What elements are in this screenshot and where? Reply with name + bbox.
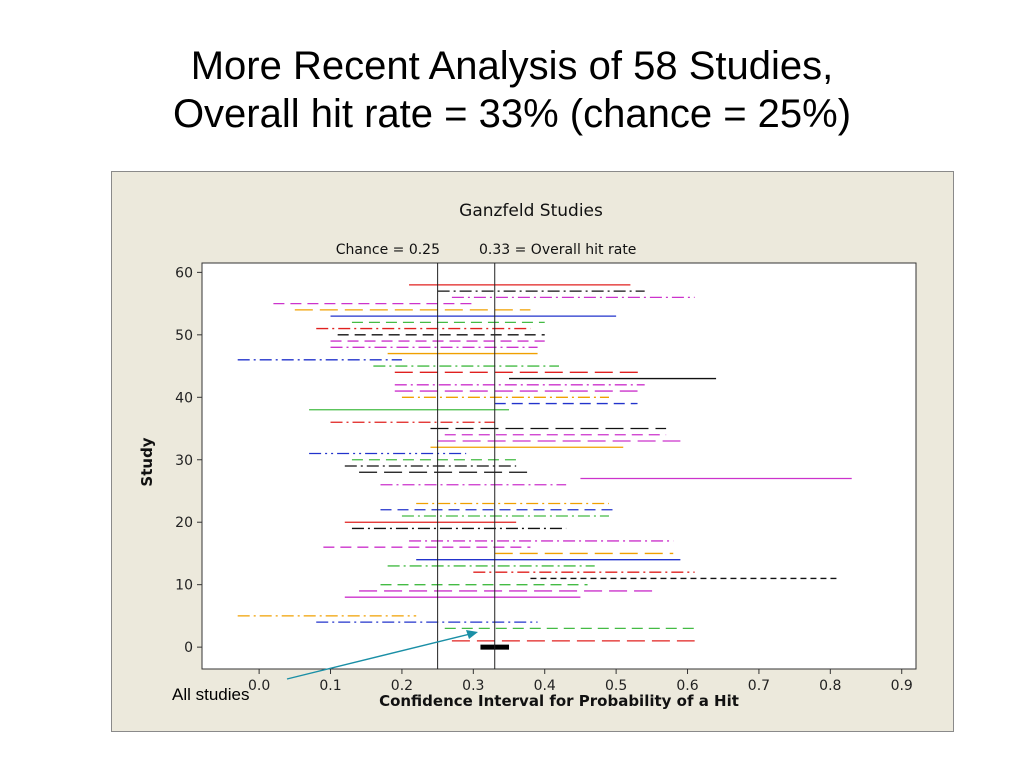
reference-label-overall: 0.33 = Overall hit rate <box>479 242 636 258</box>
y-tick-label: 20 <box>175 515 193 531</box>
chart-title: Ganzfeld Studies <box>459 201 603 221</box>
x-tick-label: 0.9 <box>891 678 913 694</box>
reference-lines <box>437 263 496 669</box>
slide-title-line-2: Overall hit rate = 33% (chance = 25%) <box>172 92 852 136</box>
x-tick-label: 0.4 <box>534 678 556 694</box>
x-tick-label: 0.5 <box>605 678 627 694</box>
x-tick-label: 0.7 <box>748 678 770 694</box>
x-tick-label: 0.1 <box>319 678 341 694</box>
slide-title-line-1: More Recent Analysis of 58 Studies, <box>190 44 834 88</box>
x-axis-label: Confidence Interval for Probability of a… <box>379 692 739 710</box>
y-tick-label: 40 <box>175 390 193 406</box>
y-tick-label: 60 <box>175 265 193 281</box>
x-tick-label: 0.3 <box>462 678 484 694</box>
reference-label-chance: Chance = 0.25 <box>336 242 440 258</box>
ganzfeld-chart: 0.0 0.1 0.2 0.3 0.4 0.5 0.6 0.7 0.8 0.9 0 10 20 30 40 5… <box>138 201 917 710</box>
y-tick-label: 0 <box>184 640 193 656</box>
axes: 0.0 0.1 0.2 0.3 0.4 0.5 0.6 0.7 0.8 0.9 0 10 20 30 40 5… <box>175 265 913 694</box>
slide-title: More Recent Analysis of 58 Studies, Over… <box>0 42 1024 138</box>
callout-all-studies: All studies <box>172 685 250 704</box>
x-tick-label: 0.0 <box>248 678 270 694</box>
chart-frame: 0.0 0.1 0.2 0.3 0.4 0.5 0.6 0.7 0.8 0.9 0 10 20 30 40 5… <box>111 171 954 732</box>
x-tick-label: 0.8 <box>819 678 841 694</box>
y-axis-label: Study <box>138 437 156 486</box>
y-tick-label: 10 <box>175 578 193 594</box>
interval-series <box>237 284 852 650</box>
y-tick-label: 30 <box>175 453 193 469</box>
x-tick-label: 0.6 <box>676 678 698 694</box>
plot-area <box>201 262 917 670</box>
x-tick-label: 0.2 <box>391 678 413 694</box>
y-tick-label: 50 <box>175 328 193 344</box>
